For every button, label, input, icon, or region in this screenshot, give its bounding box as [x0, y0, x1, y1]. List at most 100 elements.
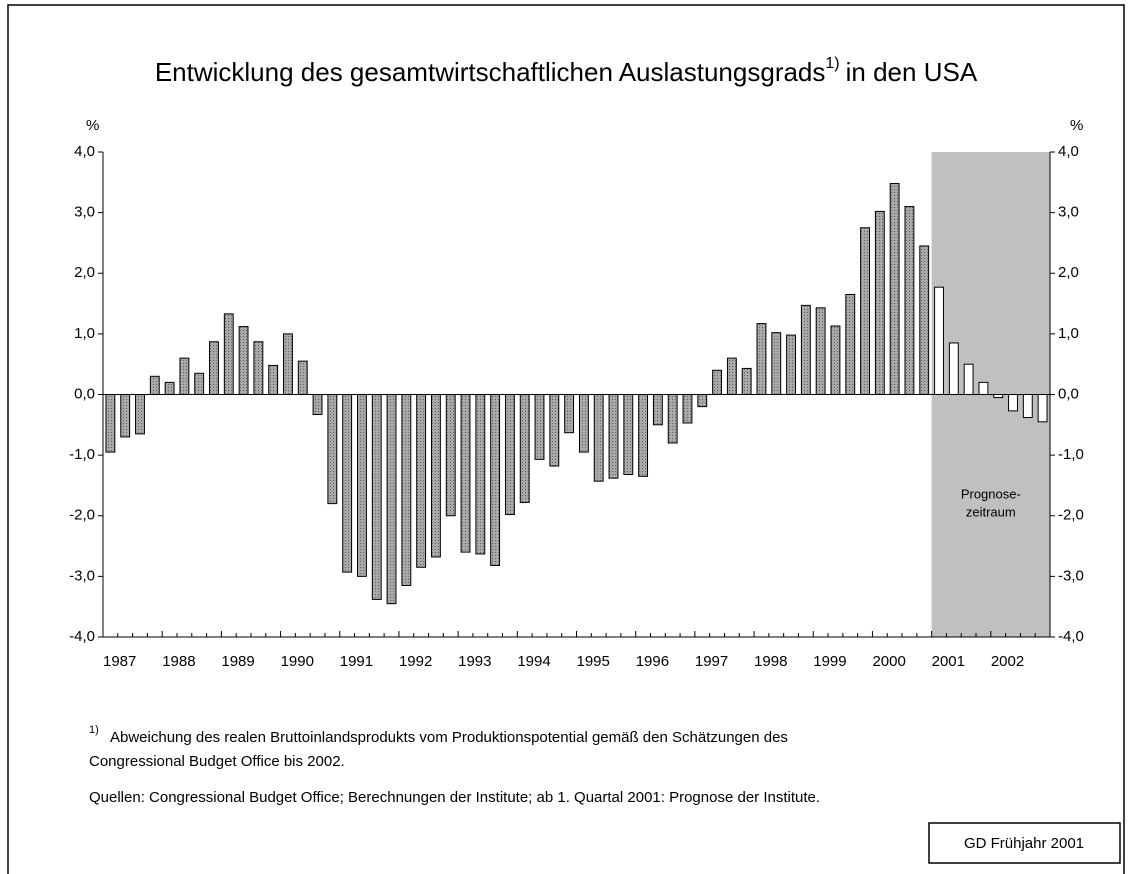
frame — [7, 4, 1125, 874]
bar — [771, 332, 782, 396]
y-tick-label: -3,0 — [69, 567, 95, 584]
x-tick-label: 2002 — [991, 653, 1024, 670]
bar — [549, 394, 560, 467]
bar — [209, 341, 219, 396]
bar — [371, 394, 382, 600]
bar — [667, 394, 678, 444]
x-tick-label: 2000 — [872, 653, 905, 670]
bar — [342, 394, 353, 573]
y-unit: % — [86, 117, 99, 134]
y-tick-label: 3,0 — [74, 204, 95, 221]
x-tick-label: 1988 — [162, 653, 195, 670]
x-tick-label: 1991 — [340, 653, 373, 670]
x-tick-label: 2001 — [932, 653, 965, 670]
bar — [327, 394, 338, 505]
y-tick-label: 1,0 — [74, 325, 95, 342]
bar — [815, 307, 826, 395]
x-tick-label: 1990 — [281, 653, 314, 670]
x-tick-label: 1989 — [221, 653, 254, 670]
bar — [786, 334, 796, 395]
title-sup: 1) — [825, 55, 839, 72]
bar — [120, 394, 131, 438]
y-tick-label: 4,0 — [74, 143, 95, 160]
footnote-line: Abweichung des realen Bruttoinlandsprodu… — [110, 729, 788, 746]
bar — [682, 394, 693, 424]
bar — [963, 363, 974, 395]
y2-tick-label: 4,0 — [1058, 143, 1079, 160]
bar — [519, 394, 530, 503]
chart-title: Entwicklung des gesamtwirtschaftlichen A… — [155, 55, 978, 87]
bar — [593, 394, 604, 482]
bar — [934, 286, 944, 396]
bar — [135, 394, 145, 435]
y-tick-label: 0,0 — [74, 385, 95, 402]
bar — [460, 394, 471, 553]
bar — [919, 245, 930, 395]
bar — [578, 394, 589, 453]
bar — [652, 394, 663, 426]
bar — [756, 323, 767, 396]
bar — [800, 304, 811, 396]
y-tick-label: -1,0 — [69, 446, 95, 463]
bar — [386, 394, 397, 605]
x-tick-label: 1997 — [695, 653, 728, 670]
title-main: Entwicklung des gesamtwirtschaftlichen A… — [155, 57, 826, 87]
x-tick-label: 1998 — [754, 653, 787, 670]
bar — [149, 375, 160, 395]
bar — [238, 326, 249, 396]
bar — [874, 210, 885, 395]
y2-unit: % — [1070, 117, 1083, 134]
y2-tick-label: 1,0 — [1058, 325, 1079, 342]
bar — [608, 394, 619, 479]
bar — [430, 394, 441, 558]
x-tick-label: 1987 — [103, 653, 136, 670]
bar — [697, 394, 708, 408]
x-tick-label: 1992 — [399, 653, 432, 670]
badge-box — [928, 822, 1121, 864]
bar — [179, 357, 190, 395]
bar — [105, 394, 116, 453]
bar — [726, 357, 737, 395]
bar — [416, 394, 427, 568]
badge: GD Frühjahr 2001 — [964, 835, 1084, 852]
y-tick-label: -2,0 — [69, 507, 95, 524]
x-tick-label: 1996 — [636, 653, 669, 670]
forecast-label: Prognose- — [961, 486, 1021, 501]
bar — [490, 394, 501, 566]
bar — [860, 227, 870, 395]
bar — [534, 394, 545, 460]
x-tick-label: 1994 — [517, 653, 550, 670]
bar — [564, 394, 575, 434]
bar — [889, 183, 900, 395]
bar — [223, 313, 234, 395]
bar — [357, 394, 367, 577]
bar — [638, 394, 649, 477]
title-suffix: in den USA — [846, 57, 978, 87]
x-tick-label: 1995 — [577, 653, 610, 670]
y2-tick-label: -4,0 — [1058, 628, 1084, 645]
y2-tick-label: 2,0 — [1058, 264, 1079, 281]
footnote-line: Congressional Budget Office bis 2002. — [89, 753, 345, 770]
forecast-label: zeitraum — [966, 504, 1016, 519]
x-tick-label: 1993 — [458, 653, 491, 670]
y2-tick-label: 3,0 — [1058, 204, 1079, 221]
y2-tick-label: -2,0 — [1058, 507, 1084, 524]
bar — [283, 333, 293, 395]
y2-tick-label: 0,0 — [1058, 385, 1079, 402]
bar — [194, 372, 205, 395]
bar — [268, 364, 279, 395]
y2-tick-label: -1,0 — [1058, 446, 1084, 463]
bar — [741, 367, 752, 395]
footnote-marker: 1) — [89, 724, 99, 736]
bar — [978, 381, 989, 395]
bar — [1008, 394, 1018, 412]
y-tick-label: 2,0 — [74, 264, 95, 281]
bar — [297, 360, 308, 395]
bar — [623, 394, 634, 476]
bar — [830, 325, 841, 395]
bar — [845, 293, 856, 395]
y-tick-label: -4,0 — [69, 628, 95, 645]
bar — [445, 394, 456, 517]
bar — [164, 381, 175, 395]
